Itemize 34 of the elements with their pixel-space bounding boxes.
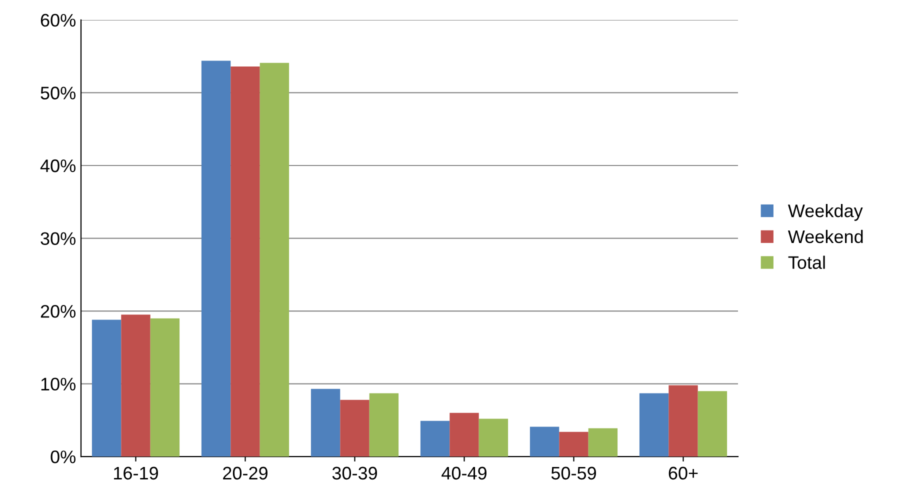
y-tick-label: 10% [41, 378, 76, 391]
y-tick-label: 50% [40, 86, 76, 100]
bar [92, 320, 122, 457]
bar [201, 60, 231, 457]
bar [588, 428, 618, 457]
x-tick-label: 16-19 [114, 466, 158, 480]
bar [340, 400, 370, 457]
bar [369, 393, 399, 457]
y-tick-label: 60% [40, 14, 76, 27]
bar [150, 318, 180, 457]
bar [310, 388, 340, 457]
y-tick-label: 0% [50, 450, 76, 464]
y-tick-label: 30% [40, 232, 76, 245]
bar [260, 62, 290, 457]
bar [478, 418, 508, 457]
bar [698, 391, 728, 457]
bar [639, 393, 669, 457]
legend-label: Weekend [788, 230, 863, 244]
x-tick-label: 50-59 [551, 466, 596, 480]
y-tick-label: 20% [40, 304, 76, 318]
bar [450, 412, 479, 457]
bar [230, 66, 260, 457]
bar [121, 314, 150, 457]
bar [530, 426, 560, 457]
legend-label: Total [788, 256, 825, 269]
bar [420, 420, 450, 457]
x-tick-label: 60+ [668, 466, 698, 480]
bar [559, 432, 588, 457]
bar [668, 385, 698, 457]
x-tick-label: 30-39 [332, 466, 377, 480]
legend-label: Weekday [788, 204, 863, 221]
x-tick-label: 20-29 [223, 466, 268, 480]
y-tick-label: 40% [40, 159, 76, 172]
x-tick-label: 40-49 [442, 466, 486, 480]
